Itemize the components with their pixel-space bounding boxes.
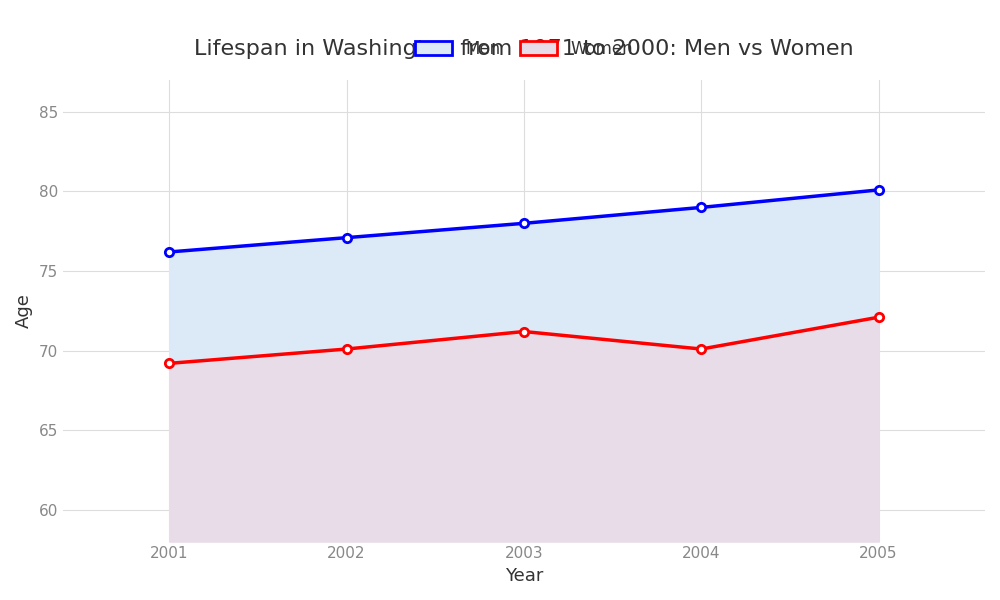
Title: Lifespan in Washington from 1971 to 2000: Men vs Women: Lifespan in Washington from 1971 to 2000…	[194, 39, 854, 59]
X-axis label: Year: Year	[505, 567, 543, 585]
Legend: Men, Women: Men, Women	[408, 33, 639, 64]
Y-axis label: Age: Age	[15, 293, 33, 328]
